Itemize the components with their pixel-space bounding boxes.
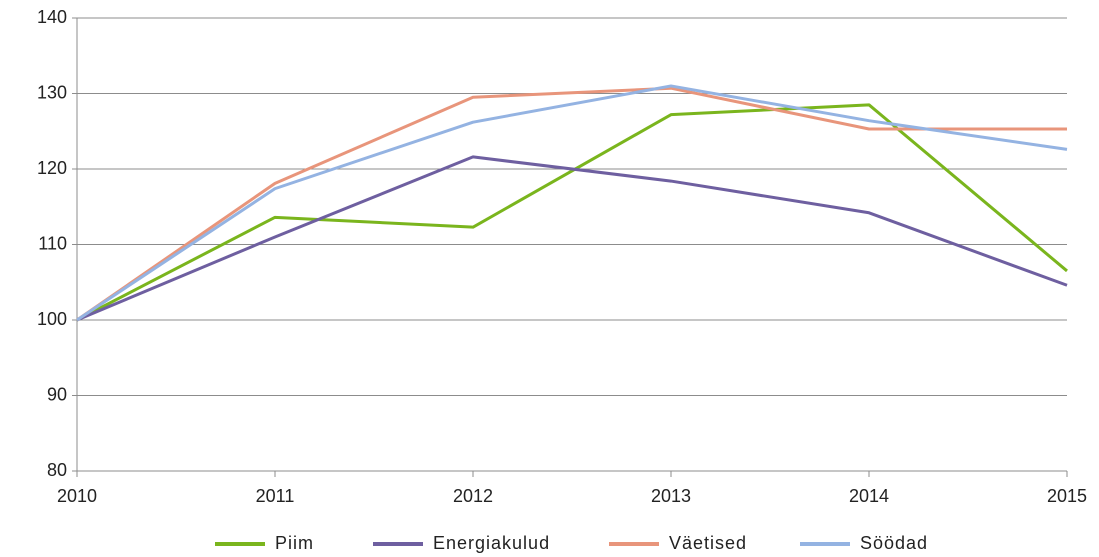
series-line	[76, 155, 1068, 322]
legend-label: Energiakulud	[433, 533, 550, 553]
x-tick-label: 2015	[1047, 486, 1087, 506]
y-tick-label: 100	[37, 309, 67, 329]
y-tick-label: 140	[37, 7, 67, 27]
series-line	[76, 103, 1068, 322]
y-tick-label: 110	[38, 233, 67, 253]
y-tick-label: 90	[47, 384, 67, 404]
y-tick-label: 120	[37, 158, 67, 178]
x-tick-label: 2013	[651, 486, 691, 506]
y-tick-label: 80	[47, 460, 67, 480]
x-tick-label: 2014	[849, 486, 889, 506]
legend-label: Piim	[275, 533, 314, 553]
y-tick-label: 130	[37, 82, 67, 102]
x-tick-label: 2012	[453, 486, 493, 506]
x-tick-label: 2010	[57, 486, 97, 506]
legend-label: Söödad	[860, 533, 928, 553]
x-tick-label: 2011	[256, 486, 295, 506]
series-line	[76, 84, 1068, 322]
series-line	[76, 86, 1067, 322]
legend-label: Väetised	[669, 533, 747, 553]
